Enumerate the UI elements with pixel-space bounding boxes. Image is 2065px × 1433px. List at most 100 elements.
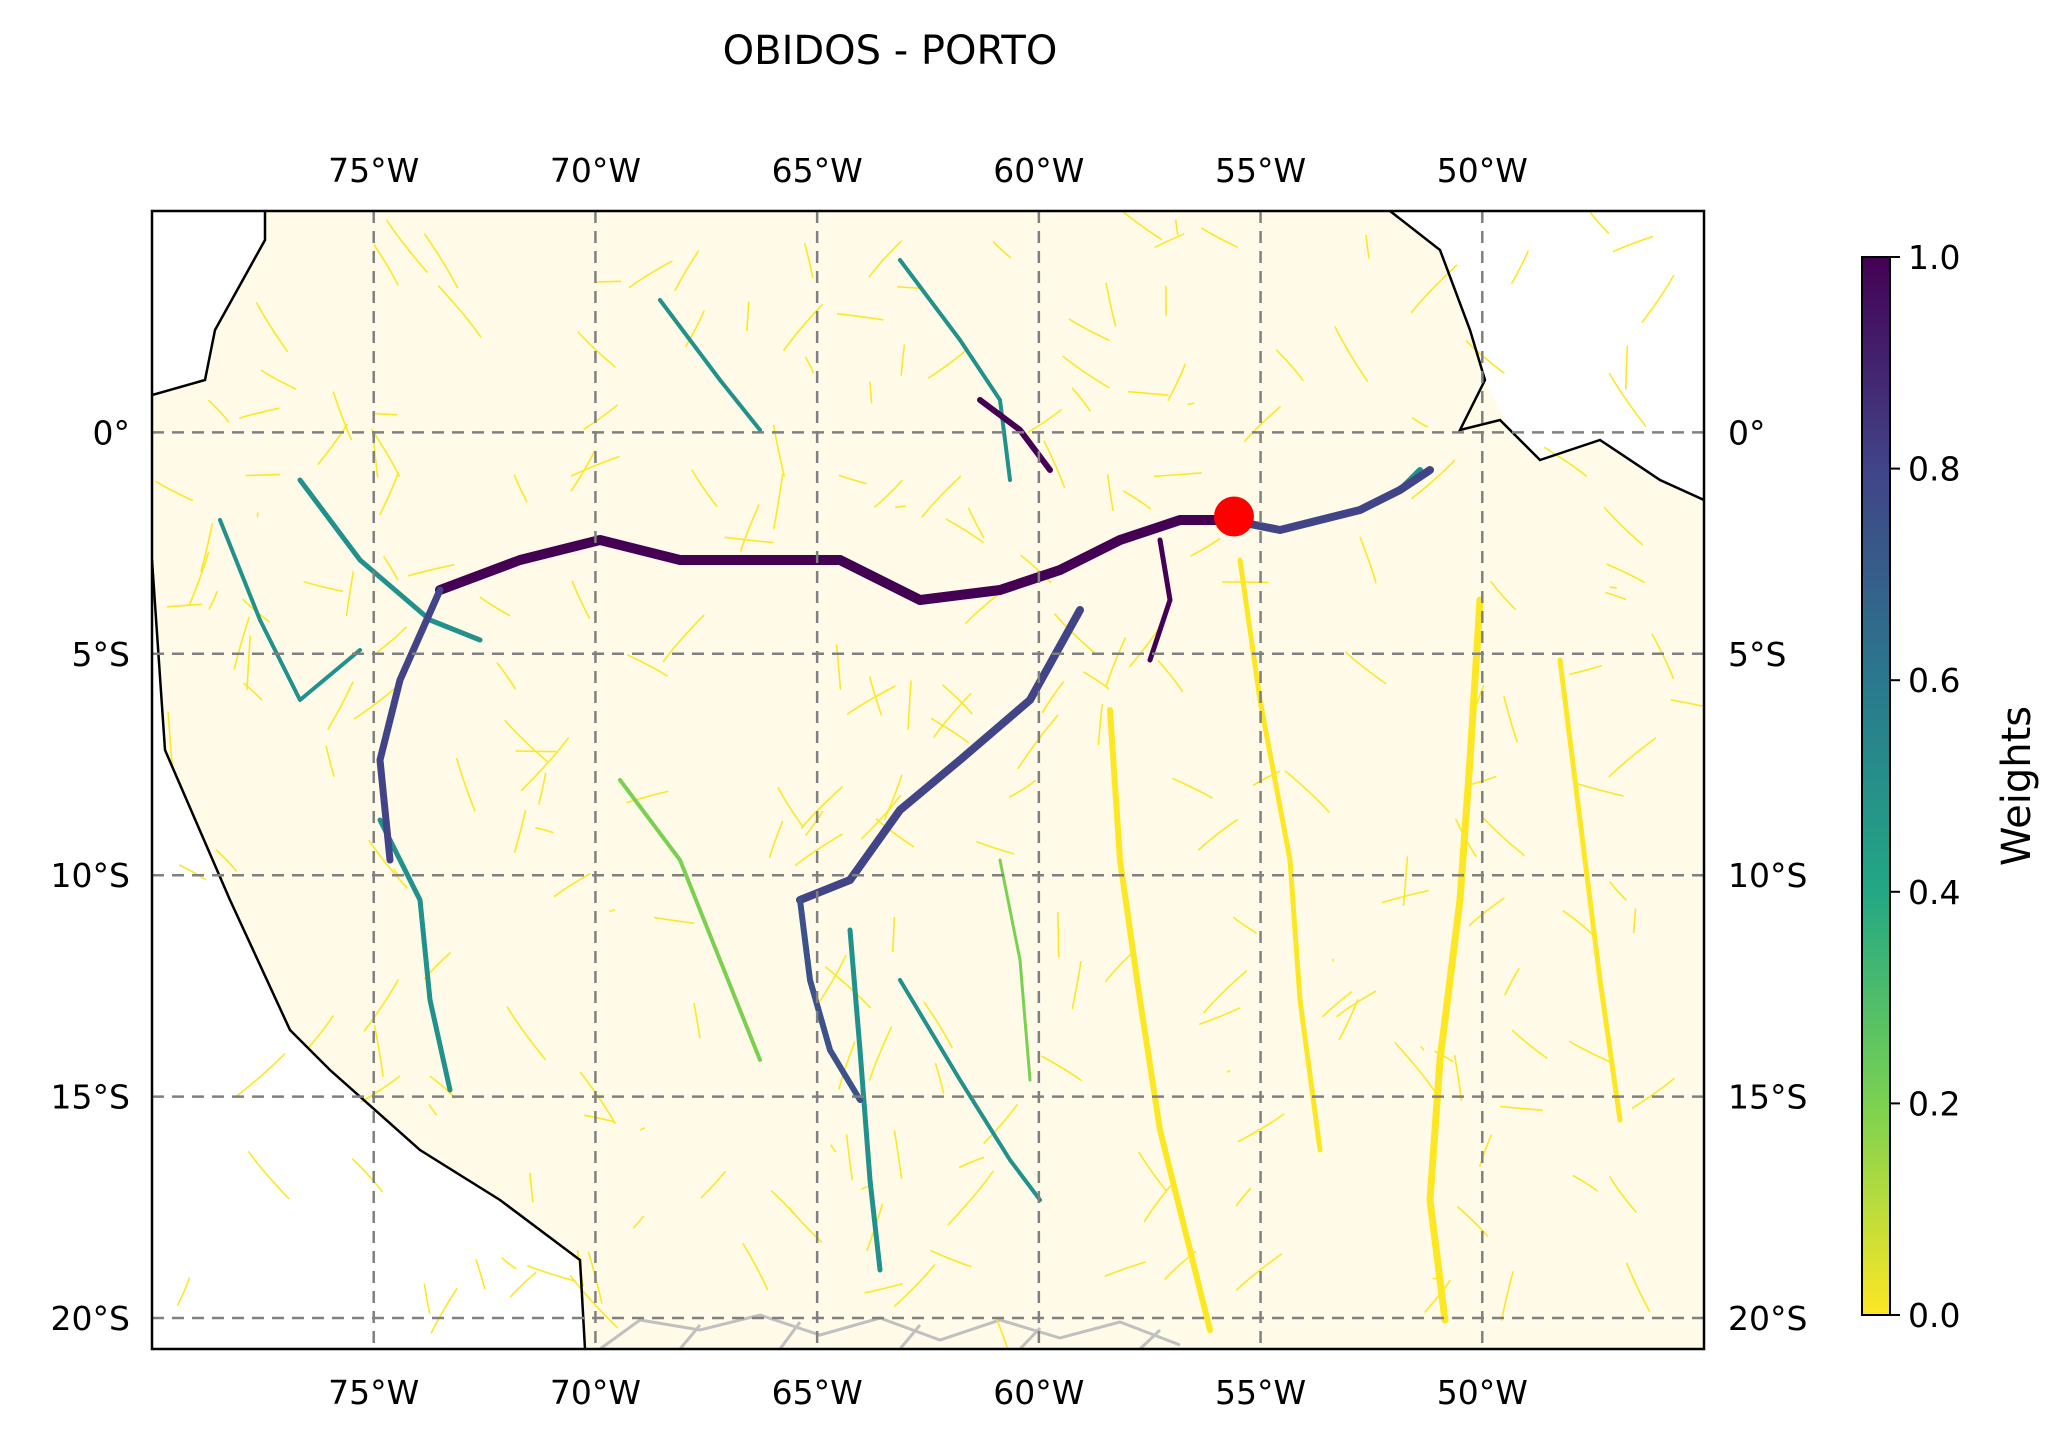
tributary-low-83 [825, 966, 871, 1009]
tributary-low-120 [1606, 563, 1645, 584]
river-mid-6 [847, 927, 883, 1273]
tributary-low-130 [1434, 1050, 1454, 1063]
colorbar-tick-label-0: 0.0 [1908, 1296, 1960, 1335]
tributary-low-48 [246, 635, 252, 690]
tributary-low-168 [383, 556, 399, 581]
tributary-low-35 [838, 1041, 856, 1090]
tributary-low-20 [992, 241, 1012, 259]
river-mid-3 [377, 817, 453, 1093]
tributary-low-215 [1670, 699, 1704, 708]
colorbar-tick-label-2: 0.4 [1908, 873, 1960, 912]
tributary-low-223 [1503, 696, 1518, 743]
tributary-low-41 [1172, 777, 1213, 799]
tributary-low-61 [968, 507, 985, 539]
tributary-low-122 [934, 1063, 945, 1094]
tributary-low-192 [947, 1170, 994, 1226]
tributary-low-23 [1017, 714, 1059, 770]
tributary-low-128 [693, 1002, 701, 1039]
tributary-low-196 [1382, 889, 1429, 904]
tributary-low-250 [1605, 591, 1627, 601]
lat-label-left-0: 0° [93, 413, 131, 452]
tributary-low-121 [1200, 227, 1239, 248]
tributary-low-62 [1252, 770, 1281, 786]
tributary-low-104 [819, 954, 847, 1002]
tributary-low-55 [1483, 817, 1525, 856]
tributary-low-84 [423, 233, 459, 289]
tributary-low-171 [1027, 408, 1062, 433]
tributary-low-257 [1043, 440, 1066, 489]
tributary-low-204 [893, 1130, 903, 1179]
tributary-low-111 [176, 1277, 191, 1307]
tributary-low-148 [317, 423, 348, 465]
lat-label-right-4: 20°S [1728, 1299, 1807, 1338]
tributary-low-211 [188, 552, 210, 606]
tributary-low-200 [1479, 1134, 1492, 1167]
tributary-low-68 [553, 872, 591, 898]
tributary-low-2 [1041, 681, 1064, 714]
tributary-low-8 [423, 1283, 431, 1315]
tributary-low-146 [1625, 1262, 1651, 1312]
river-mid-7 [898, 978, 1042, 1202]
tributary-low-209 [430, 1288, 458, 1334]
tributary-low-9 [965, 592, 1000, 625]
lat-label-left-4: 20°S [51, 1299, 130, 1338]
tributary-low-49 [1167, 363, 1186, 402]
tributary-low-93 [303, 581, 344, 593]
tributary-low-44 [995, 1317, 1009, 1349]
tributary-low-229 [584, 1114, 616, 1123]
tributary-low-38 [407, 564, 455, 577]
tributary-low-51 [1577, 783, 1624, 797]
tributary-low-43 [923, 1001, 953, 1049]
river-high-mamore [797, 897, 863, 1103]
tributary-low-245 [332, 391, 353, 441]
tributary-low-65 [373, 1025, 384, 1077]
tributary-low-244 [1603, 506, 1644, 546]
tributary-low-162 [942, 684, 973, 715]
lat-label-right-0: 0° [1728, 413, 1766, 452]
tributary-low-112 [509, 1271, 537, 1298]
tributary-low-159 [1641, 274, 1675, 323]
tributary-low-234 [1123, 490, 1151, 510]
pacific-ocean [152, 560, 585, 1349]
gauge-station-marker [1213, 496, 1254, 537]
tributary-low-98 [325, 745, 335, 777]
tributary-low-195 [1104, 1261, 1146, 1277]
tributary-low-201 [838, 474, 867, 485]
tributary-low-175 [907, 680, 912, 730]
tributary-low-56 [894, 505, 906, 509]
tributary-low-63 [1500, 1271, 1514, 1321]
tributary-low-224 [804, 242, 814, 279]
river-high-madeira [796, 606, 1084, 904]
tributary-low-259 [1632, 908, 1637, 934]
tributary-low-180 [609, 909, 616, 912]
tributary-low-256 [1174, 219, 1179, 236]
tributary-low-125 [739, 504, 760, 552]
tributary-low-137 [626, 790, 669, 804]
tributary-low-242 [583, 404, 618, 430]
tributary-low-11 [529, 1172, 534, 1203]
tributary-low-152 [1154, 233, 1185, 248]
tributary-low-60 [363, 979, 399, 1032]
lon-label-top-0: 75°W [328, 151, 419, 190]
tributary-low-33 [1105, 282, 1117, 327]
tributary-low-181 [594, 280, 622, 283]
tributary-low-226 [368, 839, 408, 889]
tributary-low-182 [535, 827, 554, 834]
tributary-low-150 [883, 774, 903, 820]
latitude-labels-right: 0° 5°S 10°S 15°S 20°S [1728, 413, 1807, 1338]
tributary-low-131 [236, 1053, 286, 1097]
tributary-low-194 [891, 916, 896, 953]
tributary-low-123 [1609, 1176, 1637, 1213]
river-east-4 [1557, 657, 1623, 1123]
river-mid-5 [898, 258, 1012, 482]
tributary-low-26 [208, 399, 230, 423]
river-east-3 [1426, 596, 1484, 1324]
tributary-low-28 [386, 219, 428, 273]
tributary-low-50 [456, 757, 476, 812]
tributary-low-34 [846, 685, 896, 715]
tributary-low-160 [804, 356, 815, 374]
colorbar: 0.0 0.2 0.4 0.6 0.8 1.0 Weights [1861, 238, 2040, 1335]
river-high-ucayali [376, 586, 444, 864]
tributary-low-233 [945, 518, 984, 544]
